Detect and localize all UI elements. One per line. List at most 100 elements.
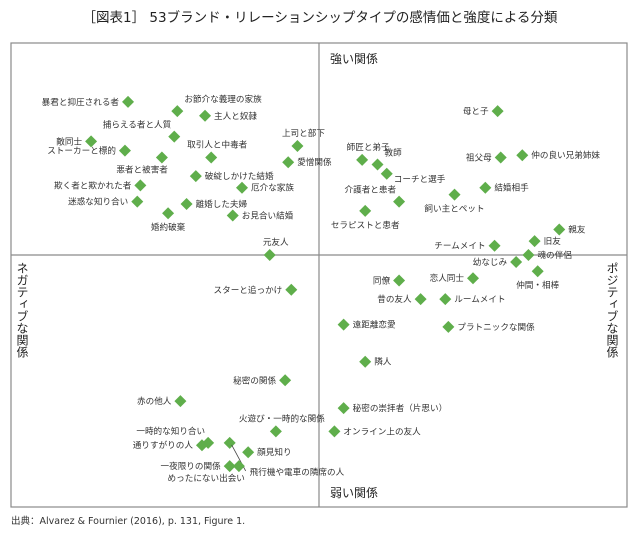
point-label: 秘密の崇拝者（片思い） (353, 402, 448, 414)
point-marker (285, 283, 298, 296)
point-label: 捕らえる者と人質 (103, 119, 172, 131)
point-label: 昔の友人 (377, 293, 412, 305)
point-label: 仲の良い兄弟姉妹 (531, 149, 600, 161)
point-label: 一時的な知り合い (136, 425, 205, 437)
point-label: 迷惑な知り合い (68, 196, 128, 208)
point-marker (522, 249, 535, 261)
point-label: 元友人 (263, 236, 289, 248)
point-label: 通りすがりの人 (133, 439, 194, 451)
point-label: 幼なじみ (473, 256, 508, 268)
point-label: 師匠と弟子 (347, 141, 390, 153)
point-label: 取引人と中毒者 (187, 139, 248, 151)
point-label: 離婚した夫婦 (196, 198, 248, 210)
point-label: 隣人 (374, 356, 392, 368)
point-marker (122, 95, 135, 108)
point-label: スターと追っかけ (214, 284, 283, 296)
point-label: 顔見知り (257, 446, 291, 458)
point-marker (85, 135, 98, 148)
point-label: 教師 (385, 147, 403, 159)
point-marker (282, 156, 295, 169)
point-marker (439, 293, 452, 306)
point-label: 遠距離恋愛 (353, 319, 396, 331)
point-label: お節介な義理の家族 (184, 93, 262, 105)
point-marker (467, 272, 479, 285)
point-marker (528, 235, 541, 248)
point-label: 悪者と被害者 (116, 164, 168, 176)
point-label: 火遊び・一時的な関係 (239, 412, 325, 424)
point-marker (328, 425, 341, 438)
point-label: 秘密の関係 (233, 374, 276, 386)
point-label: 恋人同士 (430, 272, 465, 284)
point-marker (242, 446, 255, 459)
point-label: 介護者と患者 (345, 184, 397, 196)
point-marker (269, 425, 282, 438)
point-marker (232, 460, 245, 473)
point-marker (359, 204, 372, 217)
point-marker (516, 149, 529, 162)
point-label: チームメイト (434, 241, 485, 252)
point-marker (199, 109, 212, 122)
point-marker (479, 181, 492, 194)
point-label: プラトニックな関係 (457, 322, 535, 333)
point-marker (195, 439, 208, 452)
point-marker (442, 320, 455, 333)
axis-label-negative: ネガティブな関係 (15, 262, 29, 358)
point-label: オンライン上の友人 (343, 425, 421, 437)
point-marker (291, 139, 304, 152)
point-marker (553, 223, 566, 236)
point-marker (337, 318, 350, 331)
point-marker (174, 395, 187, 408)
point-marker (168, 130, 181, 143)
point-label: 結婚相手 (494, 182, 529, 194)
axis-label-positive: ポジティブな関係 (605, 262, 619, 358)
point-label: 赤の他人 (137, 395, 172, 407)
point-label: 親友 (568, 223, 586, 235)
point-marker (337, 402, 350, 415)
axis-label-strong: 強い関係 (330, 52, 378, 66)
axis-label-weak: 弱い関係 (330, 486, 378, 500)
point-marker (488, 239, 501, 252)
point-marker (510, 255, 523, 268)
point-label: めったにない出会い (168, 472, 245, 484)
point-marker (134, 179, 147, 192)
point-label: 魂の伴侶 (537, 249, 572, 261)
point-marker (393, 274, 406, 287)
point-marker (356, 153, 369, 166)
point-label: コーチと選手 (394, 173, 446, 185)
point-marker (263, 249, 276, 261)
point-label: 同僚 (373, 275, 391, 287)
point-label: 暴君と抑圧される者 (42, 96, 120, 108)
point-label: 敵同士 (56, 135, 82, 147)
point-marker (393, 195, 406, 208)
point-marker (155, 151, 168, 164)
point-label: 祖父母 (466, 152, 492, 164)
point-marker (531, 265, 544, 278)
point-label: セラピストと患者 (331, 219, 400, 231)
point-marker (205, 151, 218, 164)
point-marker (131, 195, 144, 208)
point-marker (236, 181, 248, 194)
point-marker (189, 170, 202, 183)
point-marker (448, 188, 461, 201)
point-marker (491, 105, 504, 118)
source-note: 出典：Alvarez & Fournier (2016), p. 131, Fi… (11, 515, 245, 527)
point-label: 飼い主とペット (424, 203, 484, 215)
point-label: 主人と奴隷 (214, 110, 257, 122)
point-marker (223, 436, 236, 449)
point-marker (414, 293, 427, 306)
point-marker (380, 167, 393, 180)
point-label: 仲間・相棒 (516, 279, 559, 291)
point-label: ストーカーと標的 (47, 145, 116, 157)
point-label: 旧友 (544, 235, 562, 247)
point-label: 母と子 (463, 106, 489, 117)
point-label: 破綻しかけた結婚 (205, 170, 274, 182)
point-label: 愛憎関係 (297, 156, 332, 168)
point-marker (223, 460, 236, 473)
point-marker (359, 355, 372, 368)
point-marker (494, 151, 507, 164)
point-marker (180, 197, 193, 210)
point-label: 飛行機や電車の隣席の人 (250, 466, 345, 478)
chart-title: ［図表1］ 53ブランド・リレーションシップタイプの感情価と強度による分類 (83, 9, 558, 26)
